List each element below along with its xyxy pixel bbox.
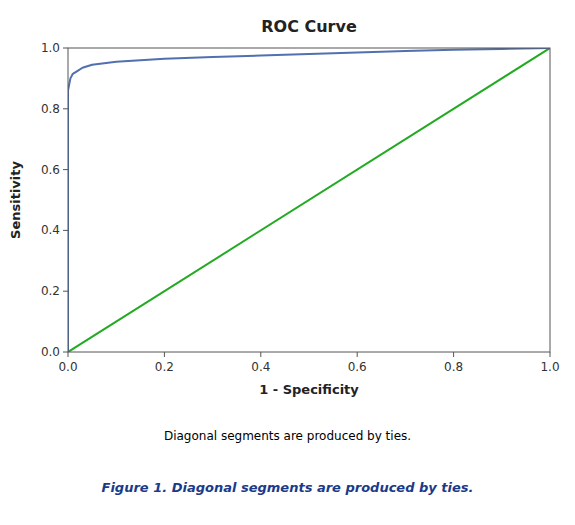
y-tick — [63, 230, 68, 231]
axes: 0.0 0.2 0.4 0.6 0.8 1.0 0.0 0.2 0.4 0.6 0.8 1.0 — [41, 41, 560, 374]
y-tick — [63, 352, 68, 353]
y-tick — [63, 291, 68, 292]
plot-background — [68, 48, 550, 352]
y-tick-label: 0.6 — [41, 163, 60, 177]
x-tick — [68, 352, 69, 357]
y-axis-label: Sensitivity — [8, 161, 23, 239]
x-tick-label: 0.8 — [444, 360, 463, 374]
x-tick-label: 0.0 — [58, 360, 77, 374]
y-tick-label: 0.2 — [41, 284, 60, 298]
x-tick — [164, 352, 165, 357]
x-tick — [453, 352, 454, 357]
x-tick-label: 0.2 — [155, 360, 174, 374]
title: ROC Curve — [261, 17, 357, 36]
y-tick — [63, 108, 68, 109]
series-line — [68, 48, 550, 352]
figure-caption: Figure 1. Diagonal segments are produced… — [102, 480, 474, 495]
chart: 0.0 0.2 0.4 0.6 0.8 1.0 0.0 0.2 0.4 0.6 0.8 1.0 ROC … — [0, 0, 575, 525]
y-tick-label: 0.0 — [41, 345, 60, 359]
y-tick — [63, 48, 68, 49]
x-axis-label: 1 - Specificity — [259, 382, 359, 397]
x-tick-label: 0.4 — [251, 360, 270, 374]
y-tick-label: 0.8 — [41, 102, 60, 116]
y-tick — [63, 169, 68, 170]
x-tick — [357, 352, 358, 357]
y-tick-label: 0.4 — [41, 223, 60, 237]
plot-area — [68, 48, 550, 352]
plot-frame — [68, 48, 550, 352]
chart-container: 0.0 0.2 0.4 0.6 0.8 1.0 0.0 0.2 0.4 0.6 0.8 1.0 ROC … — [0, 0, 575, 525]
caption: Diagonal segments are produced by ties. — [164, 429, 411, 443]
x-tick — [550, 352, 551, 357]
x-tick-label: 1.0 — [540, 360, 559, 374]
x-tick — [260, 352, 261, 357]
series-line — [68, 48, 550, 352]
x-tick-label: 0.6 — [348, 360, 367, 374]
y-tick-label: 1.0 — [41, 41, 60, 55]
